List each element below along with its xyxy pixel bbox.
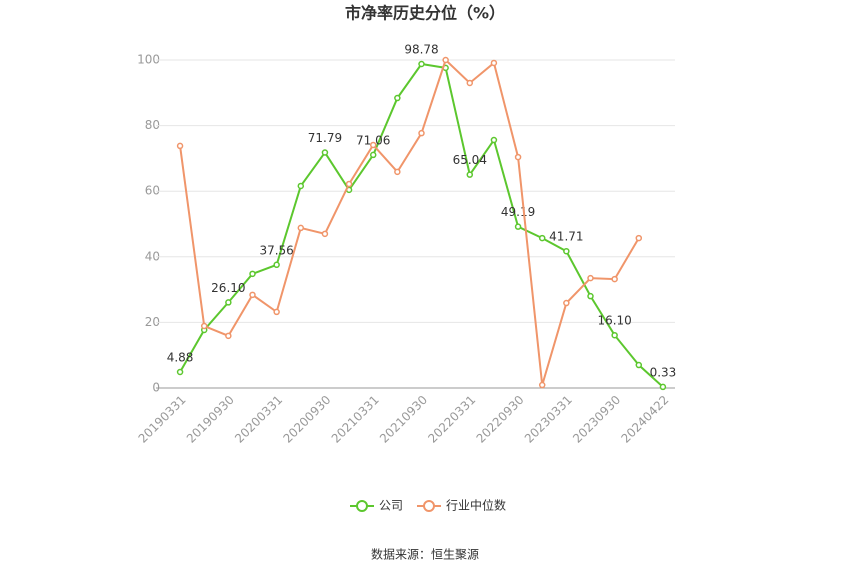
y-tick-label: 80 — [145, 118, 160, 132]
x-tick-label: 20240422 — [618, 393, 671, 446]
point — [659, 383, 667, 391]
series-line — [179, 58, 640, 386]
point — [418, 60, 425, 68]
legend-marker — [423, 500, 435, 512]
point — [321, 149, 329, 156]
x-tick-label: 20200331 — [232, 393, 285, 446]
point — [635, 234, 643, 242]
point — [514, 153, 522, 161]
data-label: 16.10 — [597, 314, 631, 328]
data-label: 71.79 — [308, 131, 342, 145]
x-tick-label: 20200930 — [280, 393, 333, 446]
source: 数据来源：恒生聚源 — [371, 547, 479, 562]
series-line — [179, 62, 664, 388]
point — [611, 275, 618, 283]
point — [321, 230, 329, 238]
point — [563, 299, 570, 307]
point — [176, 368, 184, 376]
legend-label: 行业中位数 — [446, 498, 506, 513]
point — [297, 224, 305, 232]
chart-title: 市净率历史分位（%） — [345, 4, 505, 23]
point — [273, 261, 280, 269]
y-tick-label: 60 — [145, 184, 160, 198]
point — [418, 129, 425, 137]
point — [394, 94, 401, 102]
point — [587, 274, 594, 282]
point — [273, 308, 280, 316]
point — [538, 381, 546, 389]
legend-label: 公司 — [379, 499, 403, 513]
point — [490, 59, 498, 67]
point — [611, 331, 618, 339]
y-tick-label: 100 — [137, 53, 160, 67]
point — [563, 247, 570, 255]
point — [369, 151, 377, 159]
point — [490, 136, 498, 144]
point — [176, 142, 184, 150]
y-tick-label: 20 — [145, 315, 160, 329]
data-label: 0.33 — [650, 365, 677, 379]
point — [225, 332, 232, 340]
x-tick-label: 20230331 — [522, 393, 575, 446]
x-tick-label: 20210331 — [329, 393, 382, 446]
data-label: 4.88 — [167, 350, 194, 364]
x-tick-label: 20190930 — [184, 393, 237, 446]
point — [538, 234, 546, 242]
data-label: 26.10 — [211, 281, 245, 295]
point — [466, 79, 474, 87]
x-tick-label: 20220331 — [425, 393, 478, 446]
point — [200, 322, 208, 330]
data-label: 41.71 — [549, 230, 583, 244]
point — [297, 182, 305, 190]
data-label: 71.06 — [356, 133, 390, 147]
x-tick-label: 20190331 — [136, 393, 189, 446]
point — [635, 361, 643, 369]
data-label: 98.78 — [404, 43, 438, 57]
point — [394, 168, 401, 176]
data-label: 37.56 — [259, 243, 293, 257]
x-tick-label: 20230930 — [570, 393, 623, 446]
point — [249, 270, 256, 278]
point — [225, 299, 232, 306]
point — [587, 292, 594, 300]
legend-marker — [356, 500, 368, 512]
point — [466, 171, 474, 178]
point — [514, 223, 522, 230]
data-label: 49.19 — [501, 205, 535, 219]
point — [369, 141, 377, 149]
x-tick-label: 20210930 — [377, 393, 430, 446]
point — [345, 180, 353, 188]
data-label: 65.04 — [453, 153, 487, 167]
point — [442, 56, 449, 64]
y-tick-label: 40 — [145, 249, 160, 263]
point — [249, 291, 256, 299]
x-tick-label: 20220930 — [474, 393, 527, 446]
